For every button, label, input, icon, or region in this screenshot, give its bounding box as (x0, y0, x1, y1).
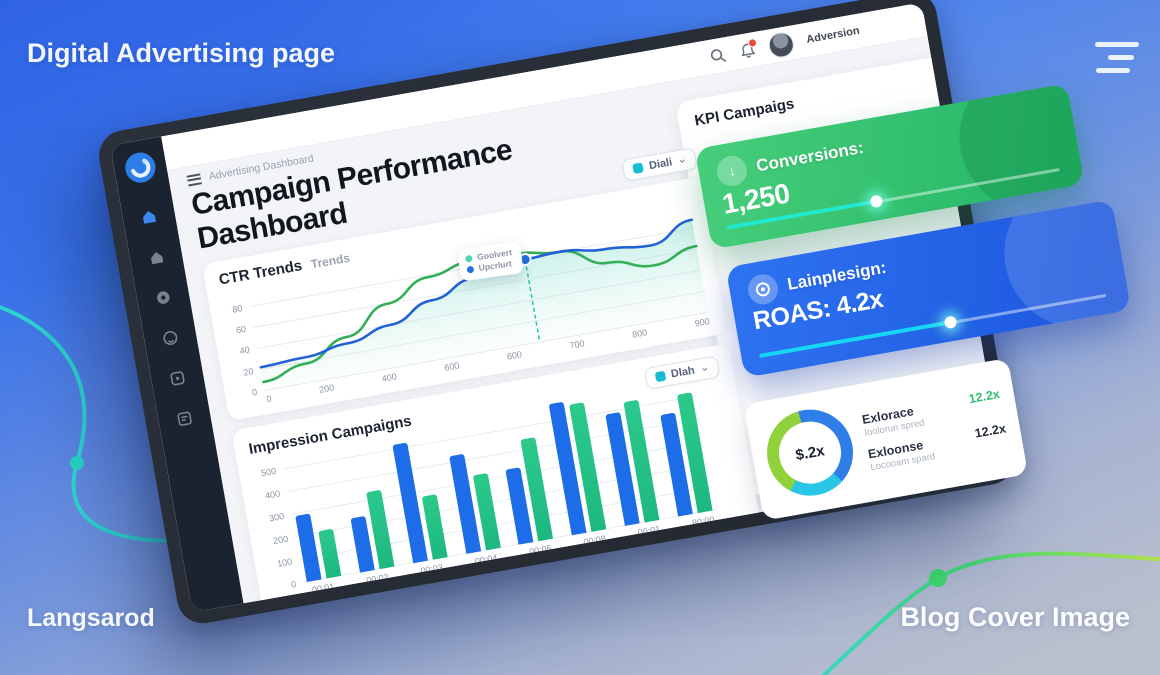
bar-group (657, 392, 713, 517)
tablet-scene: Adversion Advertising Dashboard Campaign… (95, 0, 1160, 675)
target-icon (745, 271, 781, 307)
chevron-down-icon: ⌄ (676, 153, 688, 167)
y-tick-label: 80 (231, 302, 244, 315)
menu-icon[interactable] (1093, 42, 1143, 76)
record-icon[interactable] (152, 286, 175, 309)
x-tick-label: 700 (568, 338, 586, 351)
x-tick-label: 400 (380, 371, 398, 384)
x-tick-label: 200 (318, 382, 335, 395)
line-chart-title: CTR Trends (217, 257, 304, 289)
bar-group (448, 450, 501, 554)
y-tick-label: 100 (276, 556, 293, 569)
bar (448, 453, 481, 554)
y-tick-label: 60 (235, 323, 247, 336)
hamburger-icon[interactable] (186, 172, 203, 187)
avatar[interactable] (766, 29, 796, 59)
notification-dot (747, 37, 758, 48)
user-name: Adversion (805, 24, 861, 46)
slider-handle[interactable] (869, 194, 884, 209)
cover-caption-right: Blog Cover Image (900, 602, 1130, 632)
bar-group (501, 436, 554, 545)
y-tick-label: 0 (290, 578, 297, 590)
legend-dot (466, 265, 475, 274)
donut-center-label: $.2x (794, 441, 826, 464)
y-tick-label: 400 (264, 488, 281, 501)
donut-legend: Exlorace Ioolorun spred 12.2x Exloonse Locoo… (861, 386, 1009, 472)
cover-title: Digital Advertising page (27, 38, 336, 68)
y-tick-label: 500 (260, 465, 277, 479)
bar-group (295, 510, 342, 583)
sidebar (110, 136, 244, 613)
home-icon-alt[interactable] (145, 246, 168, 269)
swatch-icon (654, 370, 667, 383)
bar-group (604, 399, 660, 526)
down-arrow-icon: ↓ (714, 153, 750, 189)
tablet-frame: Adversion Advertising Dashboard Campaign… (95, 0, 1019, 628)
document-icon[interactable] (173, 407, 196, 430)
search-icon[interactable] (709, 46, 729, 66)
x-tick-label: 600 (506, 349, 523, 362)
ctr-trends-card: CTR Trends Trends 0 20 40 60 80 (202, 176, 728, 421)
legend-dot (464, 254, 473, 263)
right-curve-dot (929, 569, 947, 587)
app-logo (122, 150, 158, 185)
chevron-down-icon: ⌄ (699, 362, 710, 375)
bar-filter-dropdown[interactable]: Dlah ⌄ (643, 355, 721, 390)
cover-caption-left: Langsarod (27, 604, 155, 632)
content: Advertising Dashboard Campaign Performan… (167, 37, 1004, 613)
bar-group (346, 489, 395, 573)
x-tick-label: 800 (631, 327, 648, 340)
bar-group (548, 398, 607, 536)
dropdown-label: Diali (648, 156, 674, 173)
y-tick-label: 40 (238, 344, 251, 357)
home-icon[interactable] (137, 205, 160, 228)
main-area: Adversion Advertising Dashboard Campaign… (161, 2, 1004, 613)
bar-group (392, 439, 448, 564)
chart-filter-dropdown[interactable]: Diali ⌄ (621, 147, 699, 182)
line-chart-subtitle: Trends (309, 250, 351, 271)
charts-column: CTR Trends Trends 0 20 40 60 80 (202, 176, 762, 613)
topbar: Adversion (161, 2, 928, 171)
globe-icon[interactable] (159, 326, 182, 349)
donut-legend-value: 12.2x (967, 386, 1001, 406)
bell-icon[interactable] (738, 37, 758, 60)
y-tick-label: 20 (242, 365, 255, 378)
y-tick-label: 200 (272, 533, 289, 547)
x-tick-label: 0 (265, 393, 273, 405)
bar (295, 513, 322, 583)
left-curve-dot (70, 456, 84, 470)
line-chart: 0 20 40 60 80 (231, 218, 709, 398)
swatch-icon (632, 162, 645, 174)
donut-legend-value: 12.2x (973, 420, 1007, 441)
panel-icon[interactable] (166, 367, 189, 390)
dashboard-screen: Adversion Advertising Dashboard Campaign… (110, 2, 1004, 613)
slider-handle[interactable] (943, 315, 958, 330)
bar (318, 528, 342, 579)
x-tick-label: 900 (693, 316, 711, 329)
y-tick-label: 0 (251, 386, 258, 398)
y-tick-label: 300 (268, 511, 285, 524)
dropdown-label: Dlah (670, 364, 696, 381)
x-tick-label: 600 (443, 360, 461, 373)
donut-chart: $.2x (760, 402, 860, 503)
